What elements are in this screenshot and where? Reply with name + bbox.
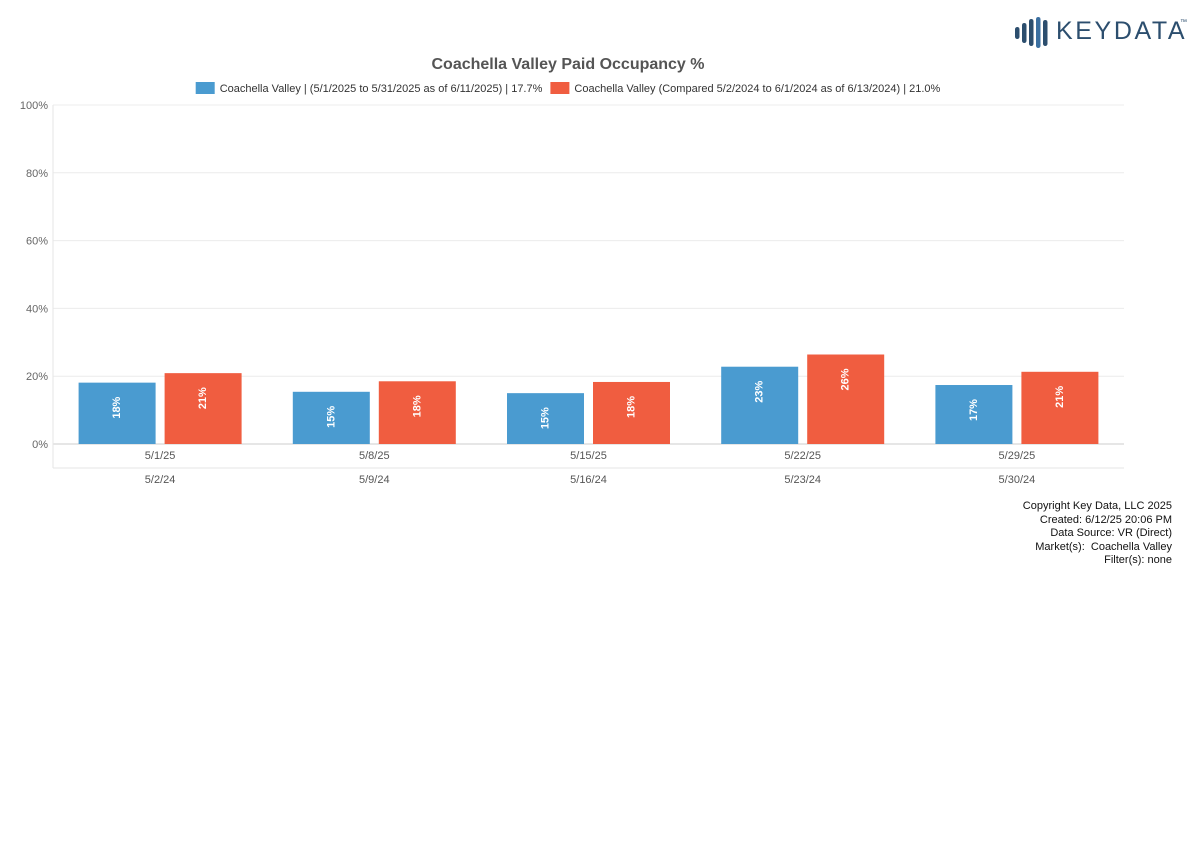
y-tick-label: 20%: [26, 371, 48, 383]
bar-data-label: 21%: [197, 387, 209, 409]
occupancy-chart: Coachella Valley Paid Occupancy % Coache…: [20, 56, 1124, 486]
y-tick-label: 80%: [26, 168, 48, 180]
footer-source: Data Source: VR (Direct): [1050, 527, 1172, 539]
x-tick-label-secondary: 5/30/24: [999, 474, 1036, 486]
bar-data-label: 15%: [540, 407, 552, 429]
y-tick-label: 0%: [32, 439, 48, 451]
legend-item-2[interactable]: Coachella Valley (Compared 5/2/2024 to 6…: [550, 82, 941, 95]
bar-data-label: 21%: [1054, 386, 1066, 408]
bar-series-1: [507, 393, 584, 444]
x-tick-label-secondary: 5/16/24: [570, 474, 607, 486]
legend-swatch: [550, 82, 570, 94]
legend-label: Coachella Valley (Compared 5/2/2024 to 6…: [574, 83, 940, 95]
legend-item-1[interactable]: Coachella Valley | (5/1/2025 to 5/31/202…: [195, 82, 543, 95]
x-tick-label: 5/8/25: [359, 450, 390, 462]
bar-series-2: [593, 381, 670, 444]
y-tick-label: 40%: [26, 303, 48, 315]
brand-name: KEYDATA: [1056, 17, 1188, 45]
x-tick-label-secondary: 5/2/24: [145, 474, 176, 486]
chart-bars: 18% 21% 15% 18% 15% 18% 23% 26% 17% 21%: [78, 354, 1099, 444]
x-tick-label-secondary: 5/23/24: [784, 474, 821, 486]
footer-created: Created: 6/12/25 20:06 PM: [1039, 513, 1172, 526]
report-footer: Copyright Key Data, LLC 2025 Created: 6/…: [1023, 500, 1172, 568]
bar-series-2: [1021, 371, 1099, 444]
bar-data-label: 17%: [968, 399, 980, 421]
bar-series-1: [721, 366, 799, 444]
y-tick-label: 100%: [20, 100, 48, 112]
bar-data-label: 26%: [840, 368, 852, 390]
brand-trademark: ™: [1180, 19, 1187, 26]
footer-markets: Market(s): Coachella Valley: [1035, 540, 1172, 553]
bar-data-label: 18%: [411, 395, 423, 417]
y-tick-label: 60%: [26, 236, 48, 248]
x-tick-label: 5/22/25: [784, 450, 821, 462]
bar-data-label: 18%: [111, 396, 123, 418]
bar-data-label: 23%: [754, 381, 766, 403]
x-tick-label: 5/29/25: [999, 450, 1036, 462]
chart-title: Coachella Valley Paid Occupancy %: [431, 56, 704, 73]
bar-data-label: 18%: [626, 396, 638, 418]
x-tick-label-secondary: 5/9/24: [359, 474, 390, 486]
bar-series-1: [292, 391, 370, 444]
footer-filters: Filter(s): none: [1104, 554, 1172, 566]
bar-series-1: [78, 382, 156, 444]
bar-series-2: [807, 354, 885, 444]
legend-swatch: [195, 82, 215, 94]
chart-legend: Coachella Valley | (5/1/2025 to 5/31/202…: [195, 82, 941, 95]
bar-series-1: [935, 385, 1013, 444]
bar-data-label: 15%: [325, 406, 337, 428]
chart-x-axis: 5/1/25 5/2/24 5/8/25 5/9/24 5/15/25 5/16/24 5/…: [145, 450, 1035, 486]
bar-series-2: [164, 373, 242, 444]
x-tick-label: 5/1/25: [145, 450, 176, 462]
keydata-logo-icon: [1015, 17, 1048, 48]
legend-label: Coachella Valley | (5/1/2025 to 5/31/202…: [220, 83, 543, 95]
x-tick-label: 5/15/25: [570, 450, 607, 462]
footer-copyright: Copyright Key Data, LLC 2025: [1022, 500, 1172, 512]
bar-series-2: [378, 381, 456, 444]
